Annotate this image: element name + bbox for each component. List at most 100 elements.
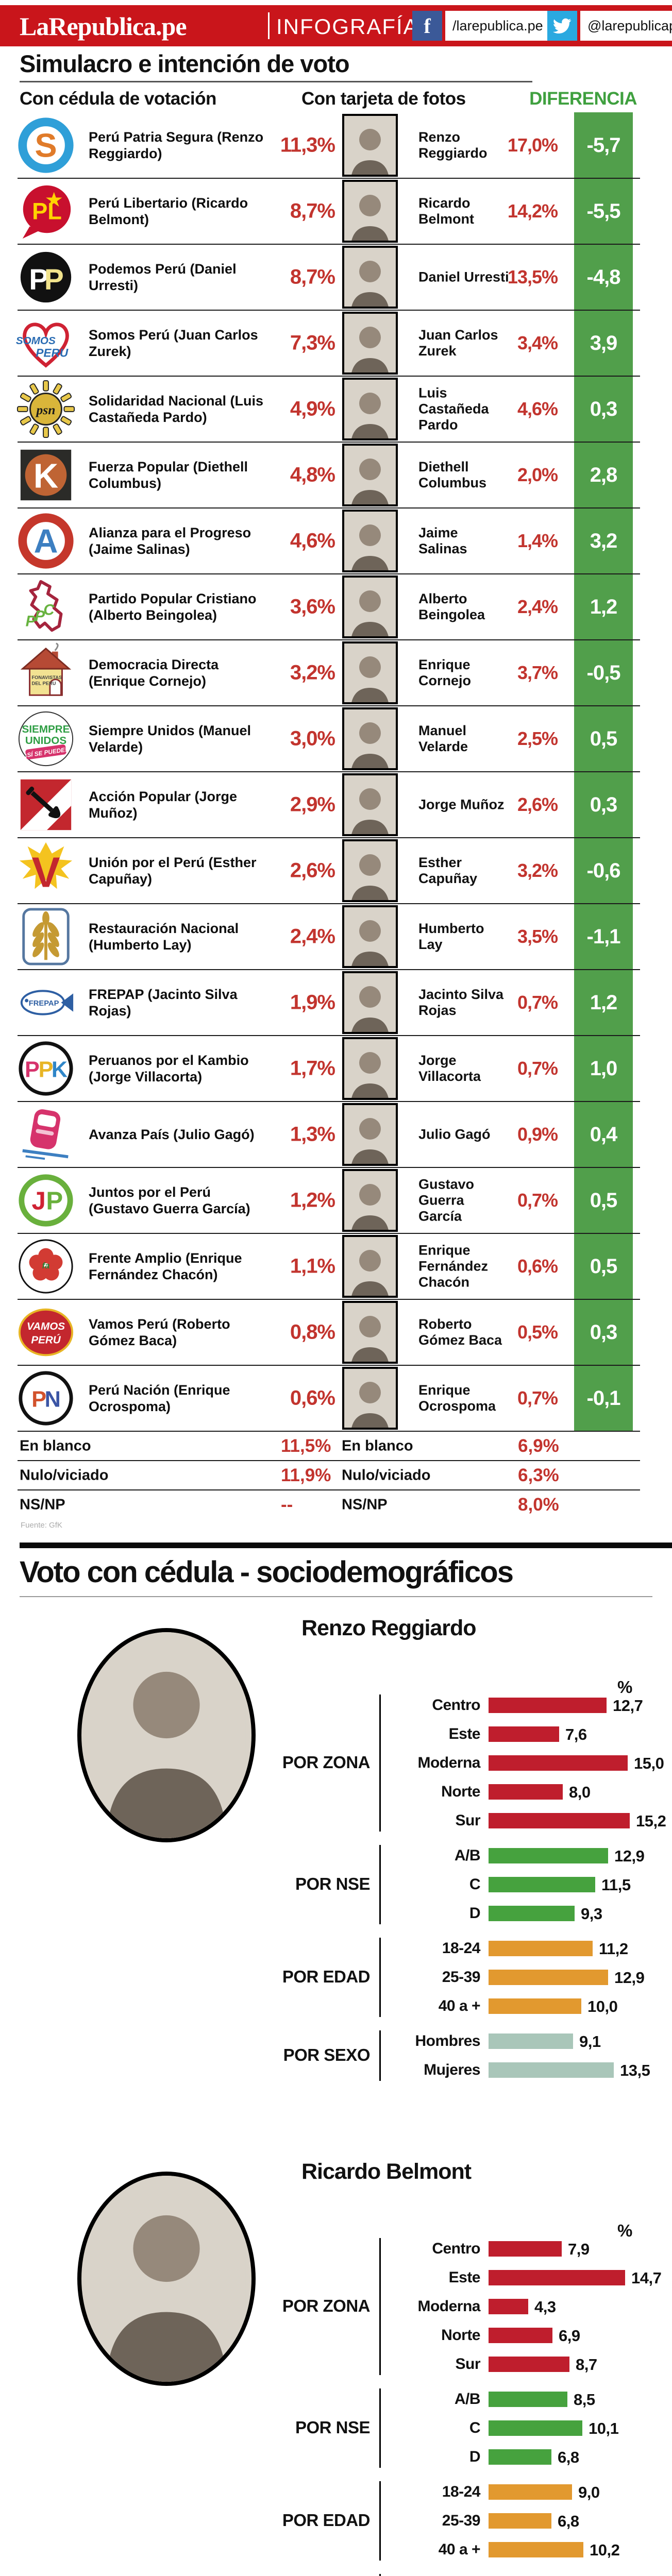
chart-group: POR ZONA Centro 12,7 Este 7,6 Moderna 15,0 Nort…: [0, 1694, 672, 1832]
cedula-percentage: 0,8%: [290, 1320, 335, 1344]
cedula-percentage: 1,9%: [290, 991, 335, 1014]
bar-category-label: C: [469, 1876, 481, 1893]
group-axis-line: [379, 2030, 381, 2081]
chart-group: POR NSE A/B 8,5 C 10,1 D 6,8: [0, 2388, 672, 2468]
candidate-name: Alberto Beingolea: [418, 591, 485, 622]
twitter-link[interactable]: @larepublicape: [547, 11, 672, 41]
difference-value: 1,2: [574, 970, 633, 1036]
party-name: Avanza País (Julio Gagó): [89, 1127, 255, 1142]
party-name: Siempre Unidos (Manuel Velarde): [89, 723, 251, 755]
table-row: Acción Popular (Jorge Muñoz) 2,9% Jorge Mu…: [0, 772, 672, 838]
svg-text:UNIDOS: UNIDOS: [25, 735, 66, 747]
bar-category-label: Este: [448, 2269, 481, 2286]
group-axis-line: [379, 2388, 381, 2468]
bar-row: D 9,3: [0, 1906, 672, 1922]
bar: [489, 2542, 583, 2557]
bar-value: 15,2: [636, 1812, 666, 1830]
chart-group: POR EDAD 18-24 9,0 25-39 6,8 40 a + 10,2: [0, 2481, 672, 2561]
table-row: J P Juntos por el Perú (Gustavo Guerra Gar…: [0, 1167, 672, 1234]
bar-value: 10,2: [590, 2541, 620, 2559]
candidate-photo: [342, 246, 398, 309]
bar-value: 15,0: [634, 1754, 664, 1772]
summary-label-cedula: NS/NP: [20, 1496, 65, 1513]
party-name: Peruanos por el Kambio (Jorge Villacorta…: [89, 1053, 249, 1084]
candidate-name: Gustavo Guerra García: [418, 1176, 475, 1224]
candidate-portrait: [77, 1628, 256, 1842]
row-separator: [18, 1035, 640, 1036]
bar-value: 4,3: [534, 2298, 556, 2316]
summary-label-cedula: Nulo/viciado: [20, 1467, 109, 1483]
difference-value: -1,1: [574, 904, 633, 970]
bar-row: Mujeres 13,5: [0, 2062, 672, 2079]
tarjeta-percentage: 13,5%: [507, 266, 558, 287]
bar-category-label: 18-24: [442, 1940, 481, 1957]
candidate-name: Esther Capuñay: [418, 855, 478, 886]
difference-value: -0,5: [574, 640, 633, 706]
cedula-percentage: 2,4%: [290, 925, 335, 948]
bar-row: Este 7,6: [0, 1726, 672, 1743]
difference-value: 0,3: [574, 1299, 633, 1365]
candidate-photo: [342, 1103, 398, 1166]
bar: [489, 2392, 567, 2407]
title-rule: [20, 81, 532, 82]
difference-value: 3,2: [574, 508, 633, 574]
candidate-photo: [342, 312, 398, 375]
candidate-photo: [342, 971, 398, 1034]
tarjeta-percentage: 2,6%: [517, 794, 558, 815]
bar-value: 10,1: [589, 2419, 619, 2437]
svg-text:P: P: [39, 1058, 54, 1082]
table-row: fa Frente Amplio (Enrique Fernández Chacó…: [0, 1233, 672, 1300]
brand-logo: LaRepublica.pe: [20, 12, 187, 41]
candidate-name: Renzo Reggiardo: [418, 129, 488, 161]
table-row: A Alianza para el Progreso (Jaime Salinas…: [0, 508, 672, 574]
bar: [489, 2484, 572, 2500]
svg-text:J: J: [32, 1187, 46, 1215]
group-axis-line: [379, 2574, 381, 2576]
bar-row: 40 a + 10,2: [0, 2541, 672, 2559]
bar-row: 25-39 6,8: [0, 2512, 672, 2530]
masthead-bar: LaRepublica.pe INFOGRAFÍA f /larepublica…: [0, 5, 672, 46]
party-name: Somos Perú (Juan Carlos Zurek): [89, 327, 258, 359]
table-row: Avanza País (Julio Gagó) 1,3% Julio Gagó 0,…: [0, 1101, 672, 1168]
candidate-name: Jacinto Silva Rojas: [418, 987, 504, 1018]
bar-value: 12,9: [614, 1847, 645, 1865]
svg-text:K: K: [52, 1058, 68, 1082]
candidate-photo: [342, 905, 398, 968]
bar-category-label: 40 a +: [438, 1997, 481, 2014]
tarjeta-percentage: 0,7%: [517, 1058, 558, 1079]
candidate-chart-block: Renzo Reggiardo% POR ZONA Centro 12,7 Este 7,…: [0, 1613, 672, 2133]
candidate-chart-block: Ricardo Belmont% POR ZONA Centro 7,9 Este 14,…: [0, 2156, 672, 2576]
svg-text:SOMOS: SOMOS: [16, 335, 56, 347]
facebook-link[interactable]: f /larepublica.pe: [412, 11, 550, 41]
bar-category-label: 25-39: [442, 2512, 481, 2529]
bar-row: Norte 6,9: [0, 2328, 672, 2344]
svg-text:FONAVISTAS: FONAVISTAS: [31, 675, 62, 680]
row-separator: [18, 244, 640, 245]
summary-row: En blanco 11,5% En blanco 6,9%: [0, 1431, 672, 1461]
candidate-photo: [342, 641, 398, 704]
difference-value: 0,5: [574, 1167, 633, 1233]
group-axis-line: [379, 1845, 381, 1924]
row-separator: [18, 1365, 640, 1366]
bar-value: 8,0: [569, 1783, 591, 1801]
cedula-percentage: 3,2%: [290, 661, 335, 684]
difference-value: -5,5: [574, 178, 633, 244]
bar-row: C 11,5: [0, 1876, 672, 1893]
percent-axis-label: %: [617, 1677, 633, 1697]
difference-value: 0,5: [574, 1233, 633, 1299]
bar: [489, 2513, 551, 2529]
group-label: POR EDAD: [282, 2511, 371, 2530]
svg-text:P: P: [29, 263, 48, 296]
bar: [489, 1877, 595, 1892]
svg-text:P: P: [26, 613, 36, 630]
bar: [489, 2299, 528, 2314]
bar-category-label: D: [469, 2448, 481, 2465]
bar: [489, 2062, 614, 2078]
difference-value: 0,5: [574, 706, 633, 772]
summary-row: Nulo/viciado 11,9% Nulo/viciado 6,3%: [0, 1461, 672, 1490]
table-row: SIEMPRE UNIDOS ¡SÍ SE PUEDE! Siempre Unidos…: [0, 706, 672, 772]
bar-value: 9,0: [578, 2483, 600, 2501]
difference-value: -5,7: [574, 112, 633, 178]
bar-row: C 10,1: [0, 2419, 672, 2437]
